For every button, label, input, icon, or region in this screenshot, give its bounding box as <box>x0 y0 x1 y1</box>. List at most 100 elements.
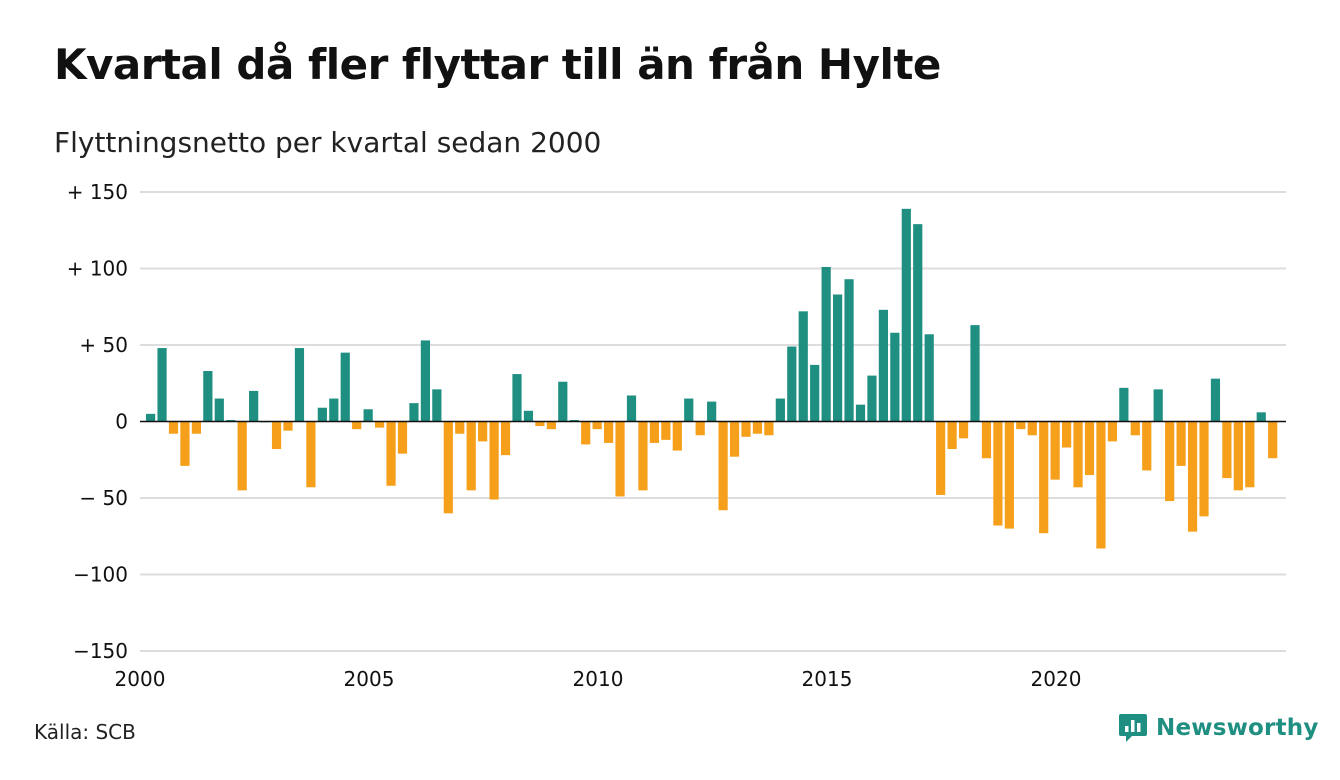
x-tick-label: 2000 <box>115 667 166 691</box>
bar <box>180 421 190 466</box>
bar <box>707 401 717 422</box>
brand-name: Newsworthy <box>1156 715 1319 741</box>
bar <box>947 421 957 450</box>
bar <box>890 332 900 422</box>
bar <box>500 421 511 456</box>
bar <box>810 364 820 422</box>
bar <box>157 348 167 422</box>
bar <box>855 404 866 422</box>
bar <box>1016 421 1026 430</box>
bar <box>1084 421 1095 476</box>
bar <box>833 294 843 422</box>
bar <box>546 421 556 430</box>
bar <box>913 224 923 422</box>
bar <box>936 421 946 495</box>
newsworthy-logo: Newsworthy <box>1118 712 1319 744</box>
y-tick-label: + 50 <box>79 333 128 357</box>
bar <box>1256 412 1266 422</box>
bar <box>970 325 980 422</box>
bar <box>695 421 705 436</box>
bar <box>1107 421 1117 442</box>
bar <box>226 419 236 422</box>
bar <box>283 421 293 431</box>
bar <box>489 421 499 500</box>
bar <box>1176 421 1186 466</box>
bar <box>981 421 992 459</box>
bar <box>581 421 591 445</box>
bar <box>237 421 247 491</box>
bar <box>615 421 625 497</box>
bar <box>958 421 969 439</box>
bar <box>1096 421 1106 549</box>
bar <box>1210 378 1221 422</box>
bars <box>146 208 1278 549</box>
bar <box>191 421 201 434</box>
bar <box>604 421 614 443</box>
bar <box>1165 421 1175 502</box>
y-axis-labels: + 150 + 100 + 50 0 − 50 −100 −150 <box>67 180 128 663</box>
bar <box>1062 421 1072 448</box>
bar <box>798 311 808 422</box>
bar <box>1268 421 1278 459</box>
bar <box>409 403 419 422</box>
bar <box>466 421 476 491</box>
bar <box>352 421 362 430</box>
bar <box>146 413 156 422</box>
bar <box>386 421 396 486</box>
source-note: Källa: SCB <box>34 720 136 744</box>
bar <box>649 421 659 443</box>
bar <box>306 421 316 488</box>
bar <box>1050 421 1060 480</box>
bar <box>420 340 430 422</box>
bar <box>329 398 339 422</box>
bar <box>478 421 488 442</box>
bar <box>1187 421 1198 532</box>
bar <box>1073 421 1083 488</box>
bar <box>443 421 453 514</box>
bar <box>844 279 854 422</box>
chart-subtitle: Flyttningsnetto per kvartal sedan 2000 <box>54 126 602 159</box>
bar <box>1233 421 1243 491</box>
bar <box>718 421 728 511</box>
chart-title: Kvartal då fler flyttar till än från Hyl… <box>54 40 941 89</box>
bar <box>638 421 648 491</box>
bar <box>523 410 534 422</box>
bar <box>787 346 797 422</box>
bar <box>1199 421 1209 517</box>
bar <box>1245 421 1255 488</box>
y-tick-label: 0 <box>115 410 128 434</box>
bar <box>203 371 213 422</box>
bar <box>375 421 385 428</box>
x-tick-label: 2010 <box>573 667 624 691</box>
bar <box>535 421 545 427</box>
bar <box>867 375 877 422</box>
bar <box>672 421 682 451</box>
bar <box>1027 421 1037 436</box>
bar <box>752 421 763 434</box>
bar <box>592 421 602 430</box>
x-tick-label: 2005 <box>344 667 395 691</box>
x-tick-label: 2015 <box>802 667 853 691</box>
bar <box>878 309 888 422</box>
bar <box>432 389 442 422</box>
x-tick-label: 2020 <box>1031 667 1082 691</box>
bar <box>294 348 305 422</box>
bar <box>1119 387 1129 422</box>
bar <box>1153 389 1163 422</box>
bar <box>569 419 579 422</box>
bar <box>363 409 373 422</box>
y-tick-label: −150 <box>73 639 128 663</box>
bar <box>317 407 327 422</box>
bar <box>214 398 224 422</box>
bar-chart-logo-icon <box>1119 714 1147 742</box>
bar <box>271 421 282 450</box>
y-tick-label: − 50 <box>79 486 128 510</box>
bar <box>512 374 522 422</box>
y-tick-label: + 100 <box>67 257 128 281</box>
bar <box>821 266 831 422</box>
bar <box>249 390 259 422</box>
y-tick-label: −100 <box>73 563 128 587</box>
bar <box>775 398 785 422</box>
bar <box>741 421 751 437</box>
bar <box>764 421 774 436</box>
